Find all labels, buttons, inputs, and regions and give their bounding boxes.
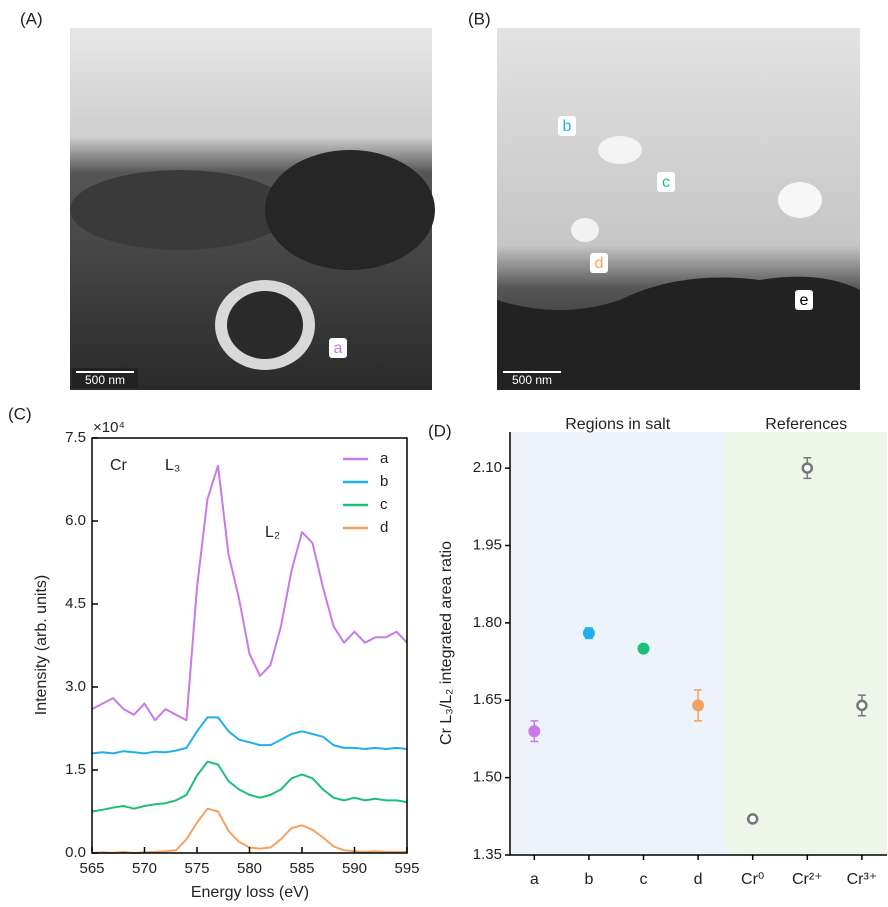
panel-label: (B): [468, 9, 491, 28]
x-tick-label: Cr²⁺: [792, 871, 823, 888]
region-shade: [725, 432, 887, 855]
axis-multiplier: ×10⁴: [93, 419, 125, 436]
scale-bar-label: 500 nm: [512, 373, 552, 387]
legend-label: d: [380, 519, 388, 536]
region-label: b: [563, 118, 572, 135]
group-header: Regions in salt: [565, 416, 671, 433]
annotation: L₂: [265, 524, 280, 541]
group-header: References: [765, 416, 847, 433]
x-tick-label: 595: [394, 860, 419, 877]
y-tick-label: 1.5: [65, 761, 86, 778]
series-line: [91, 464, 408, 722]
x-tick-label: d: [694, 871, 703, 888]
scale-bar-label: 500 nm: [85, 373, 125, 387]
legend-label: b: [380, 473, 388, 490]
series-line: [91, 716, 408, 755]
y-tick-label: 7.5: [65, 429, 86, 446]
x-tick-label: Cr⁰: [741, 871, 764, 888]
point: [746, 813, 759, 825]
y-tick-label: 3.0: [65, 678, 86, 695]
series-line: [91, 807, 407, 854]
x-tick-label: c: [640, 871, 648, 888]
y-tick-label: 6.0: [65, 512, 86, 529]
y-tick-label: 1.95: [473, 536, 502, 553]
region-shade: [510, 432, 726, 855]
y-tick-label: 1.80: [473, 614, 502, 631]
y-tick-label: 0.0: [65, 844, 86, 861]
y-axis-title: Intensity (arb. units): [33, 575, 50, 716]
x-axis-title: Energy loss (eV): [191, 884, 309, 901]
legend-label: c: [380, 496, 388, 513]
annotation: L₃: [165, 457, 180, 474]
y-axis-title: Cr L₃/L₂ integrated area ratio: [438, 541, 455, 745]
y-tick-label: 1.35: [473, 846, 502, 863]
region-label: d: [595, 255, 604, 272]
y-tick-label: 2.10: [473, 459, 502, 476]
x-tick-label: 590: [342, 860, 367, 877]
micrograph-a: 500 nm a: [70, 28, 435, 390]
point: [528, 725, 541, 738]
y-tick-label: 4.5: [65, 595, 86, 612]
x-tick-label: Cr³⁺: [847, 871, 878, 888]
x-tick-label: 585: [289, 860, 314, 877]
panel-label: (D): [428, 421, 452, 440]
region-label: e: [800, 292, 809, 309]
x-tick-label: b: [584, 871, 593, 888]
plot-frame: [91, 437, 408, 854]
panel-label: (C): [8, 404, 32, 423]
point: [637, 642, 650, 655]
series-line: [91, 760, 408, 813]
point: [692, 699, 705, 712]
y-tick-label: 1.65: [473, 691, 502, 708]
x-tick-label: 565: [79, 860, 104, 877]
point: [856, 699, 868, 712]
x-tick-label: 570: [132, 860, 157, 877]
y-tick-label: 1.50: [473, 769, 502, 786]
annotation: Cr: [110, 457, 128, 474]
x-tick-label: a: [530, 871, 539, 888]
region-label: c: [662, 174, 670, 191]
panel-label: (A): [20, 9, 43, 28]
x-tick-label: 575: [184, 860, 209, 877]
legend-label: a: [380, 450, 389, 467]
point: [582, 627, 595, 640]
x-tick-label: 580: [237, 860, 262, 877]
region-label: a: [334, 340, 343, 357]
micrograph-b: 500 nm b c d e: [497, 28, 860, 390]
point: [801, 462, 814, 474]
